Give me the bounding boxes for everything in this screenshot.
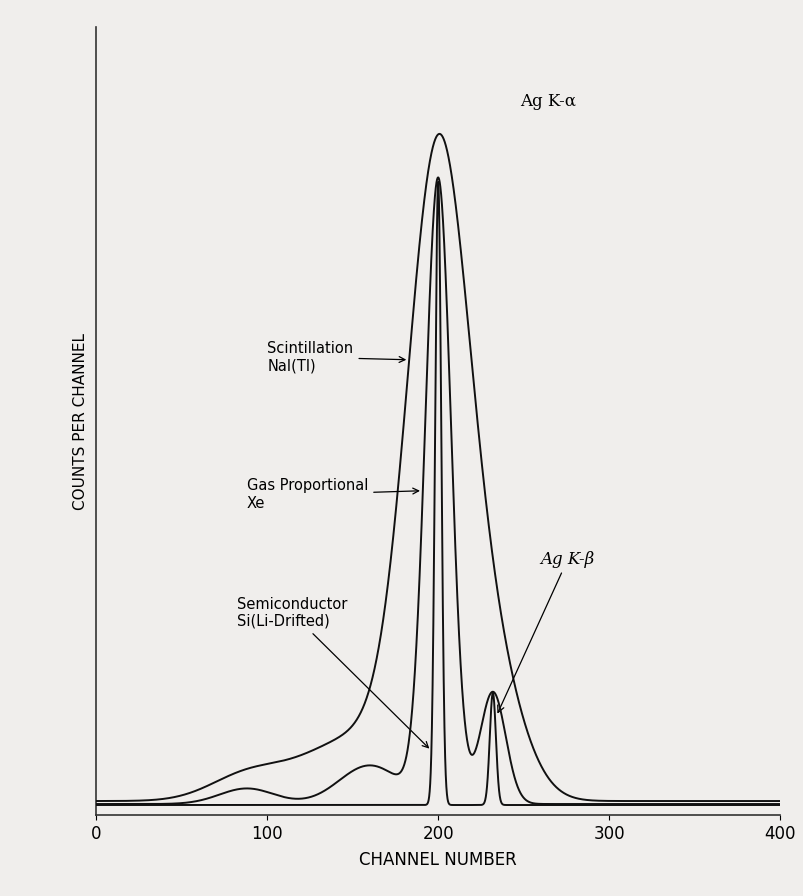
X-axis label: CHANNEL NUMBER: CHANNEL NUMBER [359,851,516,869]
Text: Scintillation
NaI(Tl): Scintillation NaI(Tl) [267,341,405,374]
Text: Ag K-β: Ag K-β [497,551,594,712]
Text: Gas Proportional
Xe: Gas Proportional Xe [247,478,418,511]
Text: Ag K-α: Ag K-α [520,93,576,110]
Text: Semiconductor
Si(Li-Drifted): Semiconductor Si(Li-Drifted) [236,597,428,747]
Y-axis label: COUNTS PER CHANNEL: COUNTS PER CHANNEL [73,332,88,510]
